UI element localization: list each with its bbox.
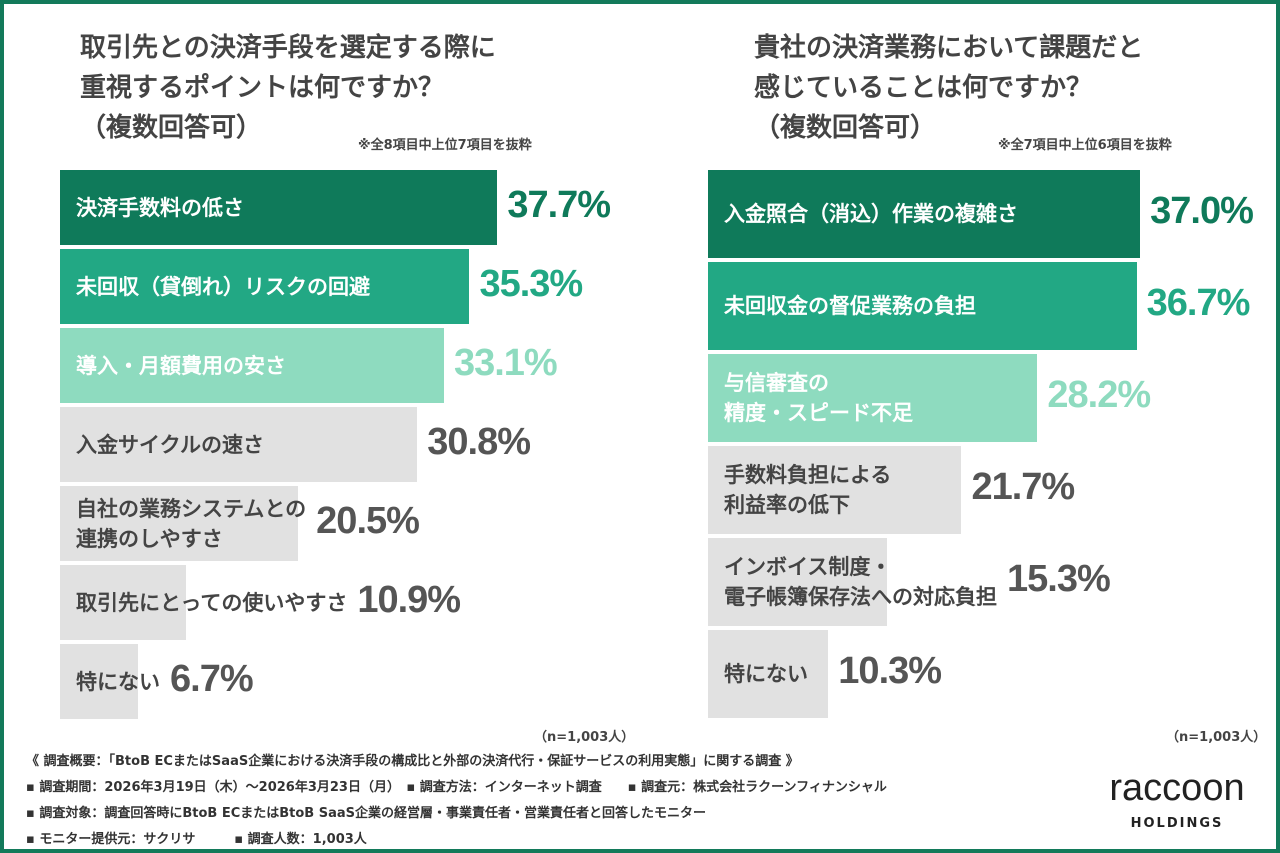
- bar: 未回収金の督促業務の負担: [708, 262, 1137, 350]
- bar-value-label: 15.3%: [1007, 558, 1111, 600]
- bar: インボイス制度・ 電子帳簿保存法への対応負担: [708, 538, 997, 626]
- bar-category-label: インボイス制度・ 電子帳簿保存法への対応負担: [724, 555, 997, 609]
- logo-sub: HOLDINGS: [1130, 816, 1224, 831]
- bar: 取引先にとっての使いやすさ: [60, 565, 347, 640]
- bar-category-label: 取引先にとっての使いやすさ: [76, 590, 348, 615]
- footer-line: ▪ 調査対象：調査回答時にBtoB ECまたはBtoB SaaS企業の経営層・事…: [26, 806, 707, 821]
- bar-category-label: 与信審査の 精度・スピード不足: [724, 371, 913, 425]
- bar: 特にない: [60, 644, 160, 719]
- bar: 決済手数料の低さ: [60, 170, 498, 245]
- chart-title-right: 貴社の決済業務において課題だと 感じていることは何ですか？ （複数回答可）: [754, 33, 1144, 143]
- logo-word: raccoon: [1109, 767, 1245, 809]
- footer-line: ▪ 調査期間：2026年3月19日（木）～2026年3月23日（月） ▪ 調査方…: [26, 780, 887, 795]
- chart-title-left: 取引先との決済手段を選定する際に 重視するポイントは何ですか？ （複数回答可）: [80, 33, 496, 143]
- bar-value-label: 6.7%: [170, 657, 254, 700]
- bar-category-label: 入金照合（消込）作業の複雑さ: [724, 202, 1018, 226]
- bar: 手数料負担による 利益率の低下: [708, 446, 962, 534]
- bar-value-label: 10.9%: [357, 578, 461, 621]
- bar-category-label: 導入・月額費用の安さ: [76, 353, 286, 378]
- bar-category-label: 自社の業務システムとの 連携のしやすさ: [76, 496, 307, 551]
- footer-line: 《 調査概要：「BtoB ECまたはSaaS企業における決済手段の構成比と外部の…: [26, 754, 799, 769]
- bar-value-label: 20.5%: [316, 499, 420, 542]
- bar: 特にない: [708, 630, 829, 718]
- bar-category-label: 決済手数料の低さ: [76, 195, 244, 220]
- bar-category-label: 手数料負担による 利益率の低下: [724, 463, 892, 517]
- bar: 自社の業務システムとの 連携のしやすさ: [60, 486, 306, 561]
- bar-value-label: 37.0%: [1150, 190, 1254, 232]
- bar-value-label: 28.2%: [1047, 374, 1151, 416]
- raccoon-holdings-logo: raccoon HOLDINGS: [1102, 768, 1252, 831]
- bar-value-label: 35.3%: [479, 262, 583, 305]
- note-left: ※全8項目中上位7項目を抜粋: [358, 138, 532, 153]
- bar-value-label: 37.7%: [507, 183, 611, 226]
- bar-value-label: 30.8%: [427, 420, 531, 463]
- note-right: ※全7項目中上位6項目を抜粋: [998, 138, 1172, 153]
- bar: 入金照合（消込）作業の複雑さ: [708, 170, 1141, 258]
- infographic: 取引先との決済手段を選定する際に 重視するポイントは何ですか？ （複数回答可） …: [4, 4, 1276, 849]
- bar: 入金サイクルの速さ: [60, 407, 418, 482]
- bar-category-label: 特にない: [76, 669, 160, 694]
- bar-category-label: 未回収金の督促業務の負担: [724, 294, 976, 318]
- bar-category-label: 未回収（貸倒れ）リスクの回避: [76, 274, 370, 299]
- bar: 未回収（貸倒れ）リスクの回避: [60, 249, 470, 324]
- footer-line: ▪ モニター提供元：サクリサ ▪ 調査人数：1,003人: [26, 832, 367, 847]
- bar-value-label: 21.7%: [971, 466, 1075, 508]
- bar-category-label: 特にない: [724, 662, 808, 686]
- bar-value-label: 10.3%: [838, 650, 942, 692]
- sample-size-right: （n=1,003人）: [1166, 730, 1267, 745]
- bar-category-label: 入金サイクルの速さ: [76, 432, 264, 457]
- bar: 与信審査の 精度・スピード不足: [708, 354, 1038, 442]
- bar-value-label: 36.7%: [1146, 282, 1251, 324]
- bar: 導入・月額費用の安さ: [60, 328, 444, 403]
- bar-value-label: 33.1%: [453, 341, 558, 384]
- sample-size-left: （n=1,003人）: [534, 730, 635, 745]
